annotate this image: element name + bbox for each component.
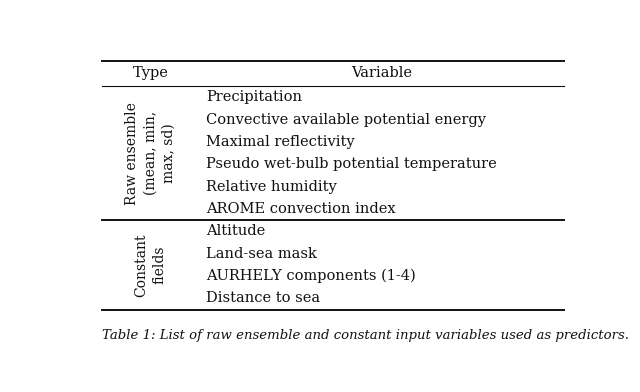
Text: Land-sea mask: Land-sea mask — [207, 247, 317, 261]
Text: AURHELY components (1-4): AURHELY components (1-4) — [207, 269, 416, 283]
Text: Raw ensemble
(mean, min,
max, sd): Raw ensemble (mean, min, max, sd) — [125, 102, 176, 205]
Text: Pseudo wet-bulb potential temperature: Pseudo wet-bulb potential temperature — [207, 158, 497, 171]
Text: Type: Type — [132, 67, 168, 80]
Text: Maximal reflectivity: Maximal reflectivity — [207, 135, 355, 149]
Text: Table 1: List of raw ensemble and constant input variables used as predictors.: Table 1: List of raw ensemble and consta… — [102, 329, 629, 342]
Text: Altitude: Altitude — [207, 225, 266, 238]
Text: Precipitation: Precipitation — [207, 91, 303, 104]
Text: Constant
fields: Constant fields — [134, 233, 167, 297]
Text: Distance to sea: Distance to sea — [207, 292, 321, 305]
Text: Relative humidity: Relative humidity — [207, 180, 337, 194]
Text: AROME convection index: AROME convection index — [207, 202, 396, 216]
Text: Variable: Variable — [351, 67, 412, 80]
Text: Convective available potential energy: Convective available potential energy — [207, 113, 486, 127]
